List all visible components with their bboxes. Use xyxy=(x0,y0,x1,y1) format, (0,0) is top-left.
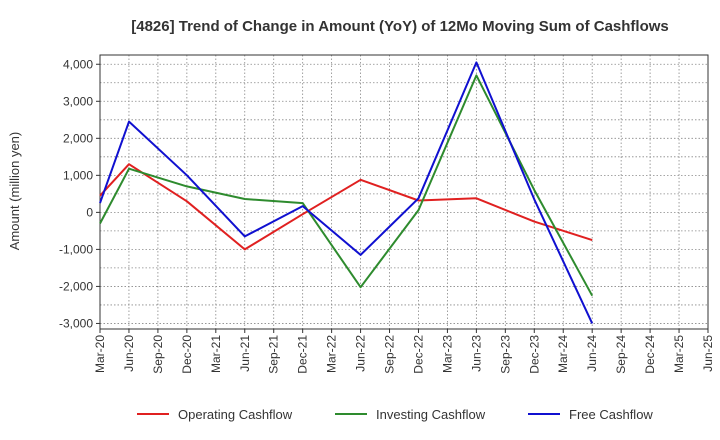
x-tick-label: Jun-22 xyxy=(354,335,368,372)
legend-label-free-cashflow: Free Cashflow xyxy=(569,407,653,422)
y-tick-label: 2,000 xyxy=(63,131,93,145)
chart-title: [4826] Trend of Change in Amount (YoY) o… xyxy=(131,18,669,35)
x-tick-label: Mar-23 xyxy=(440,335,454,373)
x-tick-label: Dec-20 xyxy=(180,335,194,374)
x-tick-label: Mar-21 xyxy=(209,335,223,373)
y-tick-label: -1,000 xyxy=(59,242,93,256)
x-tick-label: Sep-24 xyxy=(614,335,628,374)
y-tick-label: 0 xyxy=(86,205,93,219)
x-tick-label: Sep-20 xyxy=(151,335,165,374)
plot-frame xyxy=(99,54,709,330)
y-tick-label: 3,000 xyxy=(63,94,93,108)
legend-label-operating-cashflow: Operating Cashflow xyxy=(178,407,293,422)
y-tick-label: -2,000 xyxy=(59,279,93,293)
x-tick-label: Mar-25 xyxy=(672,335,686,373)
x-tick-label: Jun-21 xyxy=(238,335,252,372)
x-tick-label: Dec-23 xyxy=(527,335,541,374)
legend-label-investing-cashflow: Investing Cashflow xyxy=(376,407,486,422)
x-tick-label: Dec-22 xyxy=(411,335,425,374)
x-tick-label: Mar-20 xyxy=(93,335,107,373)
x-tick-label: Dec-24 xyxy=(643,335,657,374)
y-tick-label: -3,000 xyxy=(59,316,93,330)
x-tick-label: Sep-21 xyxy=(267,335,281,374)
y-tick-label: 4,000 xyxy=(63,57,93,71)
series-line-operating-cashflow xyxy=(99,163,593,251)
x-tick-label: Jun-23 xyxy=(469,335,483,372)
x-tick-label: Dec-21 xyxy=(296,335,310,374)
x-tick-label: Jun-24 xyxy=(585,335,599,372)
x-tick-label: Sep-23 xyxy=(498,335,512,374)
x-tick-label: Sep-22 xyxy=(383,335,397,374)
y-axis-label: Amount (million yen) xyxy=(7,132,22,251)
x-tick-label: Jun-25 xyxy=(701,335,715,372)
legend: Operating Cashflow Investing Cashflow Free… xyxy=(137,407,653,422)
x-tick-label: Mar-24 xyxy=(556,335,570,373)
y-tick-label: 1,000 xyxy=(63,168,93,182)
x-tick-label: Jun-20 xyxy=(122,335,136,372)
x-tick-label: Mar-22 xyxy=(325,335,339,373)
plot-area: 4,0003,0002,0001,0000-1,000-2,000-3,000M… xyxy=(59,54,715,374)
series-line-free-cashflow xyxy=(99,61,594,324)
series-line-investing-cashflow xyxy=(99,74,594,297)
